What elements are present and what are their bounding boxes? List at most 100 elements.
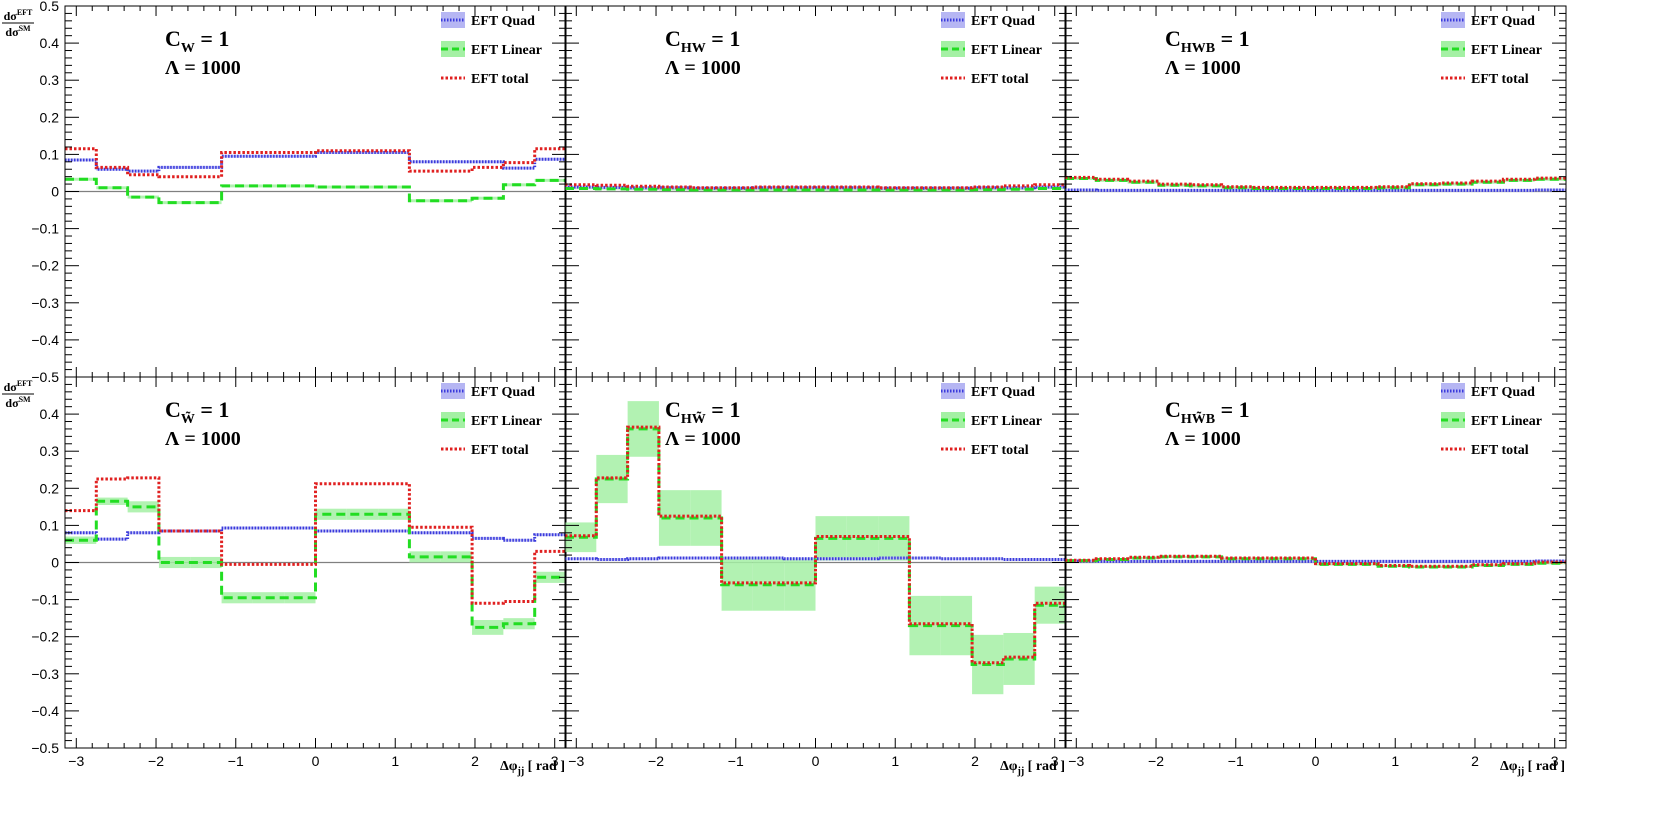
linear-band [127, 501, 159, 513]
quad-band [440, 531, 473, 535]
series-eft-linear [65, 177, 566, 205]
quad-band [252, 526, 285, 530]
legend-total-label: EFT total [971, 72, 1029, 87]
y-tick-label: −0.3 [31, 666, 59, 682]
legend-quad-label: EFT Quad [971, 385, 1035, 400]
quad-band [315, 151, 347, 155]
x-tick-label: 3 [551, 753, 559, 769]
x-tick-label: −2 [148, 753, 164, 769]
y-axis-title-num: dσEFT [4, 379, 33, 394]
series-eft-total [1065, 554, 1566, 568]
legend: EFT Quad EFT Linear EFT total [941, 12, 1042, 87]
y-tick-label: −0.2 [31, 258, 59, 274]
linear-band [534, 571, 566, 583]
y-tick-label: −0.1 [31, 592, 59, 608]
legend-linear-label: EFT Linear [1471, 43, 1542, 58]
linear-band [1503, 178, 1535, 182]
linear-band [221, 592, 253, 604]
linear-band [1534, 562, 1566, 565]
quad-band [1034, 185, 1066, 189]
legend-total-label: EFT total [971, 443, 1029, 458]
legend-total-label: EFT total [1471, 443, 1529, 458]
y-tick-label: −0.4 [31, 332, 59, 348]
linear-band [158, 556, 191, 569]
x-tick-label: 3 [1051, 753, 1059, 769]
legend-total-label: EFT total [1471, 72, 1529, 87]
linear-band [658, 188, 691, 191]
panel-1: −0.5 −0.4 −0.3 −0.2 −0.1 0 0.1 0.2 0.3 0.4 0.5 dσEF… [2, 0, 567, 385]
quad-band [752, 556, 785, 560]
y-tick-label: 0.2 [40, 480, 60, 496]
legend-total-label: EFT total [471, 443, 529, 458]
quad-band [1315, 188, 1347, 192]
quad-band [1158, 188, 1191, 192]
linear-band [752, 189, 785, 191]
x-tick-label: −3 [568, 753, 584, 769]
x-tick-label: 1 [391, 753, 399, 769]
y-tick-label: 0.5 [40, 0, 60, 14]
series-eft-total [565, 183, 1066, 190]
series-eft-linear [565, 187, 1066, 192]
coefficient-label: CHW̃ = 1 [665, 397, 740, 427]
quad-band [815, 557, 847, 561]
x-axis-title: Δφjj [ rad ] [500, 759, 565, 777]
lambda-label: Λ = 1000 [165, 57, 241, 79]
quad-band [472, 160, 504, 164]
quad-band [346, 529, 379, 533]
quad-band [96, 537, 128, 541]
legend: EFT Quad EFT Linear EFT total [1441, 12, 1542, 87]
linear-band [315, 185, 347, 189]
legend-linear-label: EFT Linear [1471, 414, 1542, 429]
coefficient-label: CHW̃B = 1 [1165, 397, 1250, 427]
legend: EFT Quad EFT Linear EFT total [441, 383, 542, 458]
panel-3: CHWB = 1Λ = 1000 EFT Quad EFT Linear EFT to… [1064, 5, 1567, 378]
x-tick-label: −1 [228, 753, 244, 769]
quad-band [1221, 188, 1253, 192]
lambda-label: Λ = 1000 [1165, 428, 1241, 450]
quad-band [878, 556, 910, 560]
coefficient-label: CHW = 1 [665, 26, 740, 56]
linear-band [472, 620, 504, 635]
x-tick-label: 2 [471, 753, 479, 769]
lambda-label: Λ = 1000 [165, 428, 241, 450]
y-tick-label: 0.2 [40, 109, 60, 125]
lambda-label: Λ = 1000 [665, 57, 741, 79]
x-tick-label: −1 [1228, 753, 1244, 769]
quad-band [1096, 188, 1128, 192]
quad-band [658, 186, 691, 190]
quad-band [1221, 559, 1253, 563]
series-eft-total [565, 425, 1066, 665]
legend-linear-label: EFT Linear [471, 43, 542, 58]
quad-band [690, 556, 722, 560]
series-eft-total [1065, 175, 1566, 189]
series-eft-total [65, 147, 566, 179]
x-tick-label: −1 [728, 753, 744, 769]
series-eft-quad [565, 556, 1066, 561]
series-eft-total [65, 476, 566, 605]
x-tick-label: −2 [1148, 753, 1164, 769]
quad-band [1034, 558, 1066, 562]
x-tick-label: 1 [1391, 753, 1399, 769]
quad-band [846, 186, 879, 190]
legend-total-label: EFT total [471, 72, 529, 87]
x-tick-label: 1 [891, 753, 899, 769]
legend-quad-label: EFT Quad [1471, 385, 1535, 400]
quad-band [1158, 559, 1191, 563]
y-tick-label: 0.3 [40, 443, 60, 459]
lambda-label: Λ = 1000 [665, 428, 741, 450]
legend: EFT Quad EFT Linear EFT total [941, 383, 1042, 458]
linear-band [346, 508, 379, 520]
x-axis-title: Δφjj [ rad ] [1500, 759, 1565, 777]
coefficient-label: CW = 1 [165, 26, 229, 56]
y-tick-label: −0.2 [31, 629, 59, 645]
legend: EFT Quad EFT Linear EFT total [1441, 383, 1542, 458]
series-eft-quad [65, 151, 566, 173]
y-tick-label: −0.5 [31, 740, 59, 756]
linear-band [96, 186, 128, 190]
y-tick-label: −0.1 [31, 221, 59, 237]
x-tick-label: 3 [1551, 753, 1559, 769]
x-tick-label: 0 [812, 753, 820, 769]
linear-band [1315, 563, 1347, 566]
quad-band [1252, 188, 1285, 192]
